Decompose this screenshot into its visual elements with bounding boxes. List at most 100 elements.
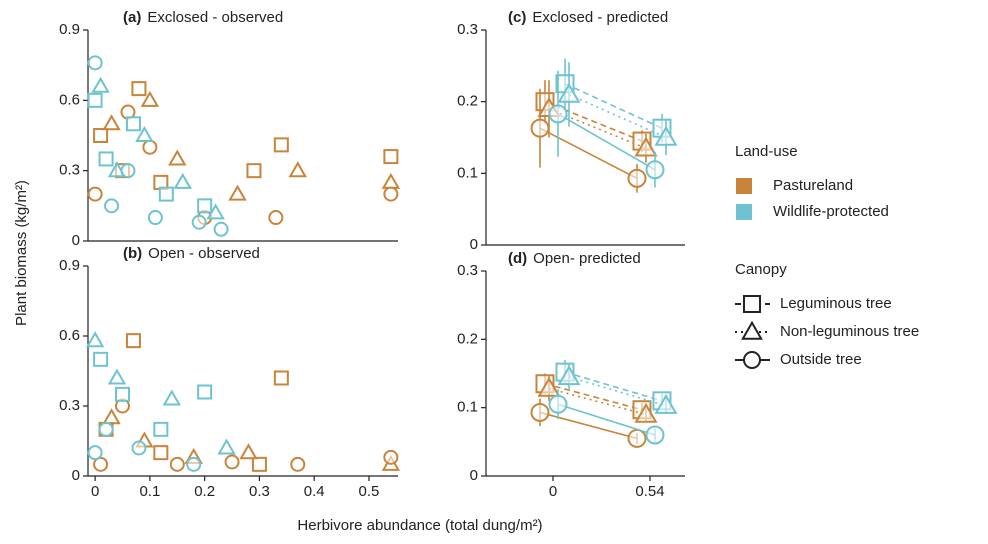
legend-swatch	[736, 178, 752, 194]
point	[87, 92, 103, 108]
legend-marker	[743, 351, 761, 369]
point	[548, 104, 568, 124]
point	[142, 139, 158, 155]
panel-letter: (c)	[508, 9, 526, 26]
point	[383, 186, 399, 202]
point	[93, 351, 109, 367]
x-tick-label: 0.3	[249, 483, 270, 500]
point	[383, 449, 399, 465]
point	[288, 161, 307, 178]
point	[537, 376, 561, 397]
point	[246, 163, 262, 179]
point	[627, 168, 647, 188]
y-tick-label: 0.3	[59, 162, 80, 179]
point	[634, 402, 658, 423]
trend-line	[564, 371, 663, 402]
legend-label: Non-leguminous tree	[780, 323, 919, 340]
point	[645, 160, 665, 180]
y-tick-label: 0	[470, 236, 478, 253]
point	[91, 76, 110, 93]
panel-name: Exclosed - predicted	[532, 9, 668, 26]
x-tick-label: 0.2	[194, 483, 215, 500]
panel-title: (d) Open- predicted	[508, 250, 641, 267]
trend-line	[568, 93, 667, 139]
y-tick-label: 0.6	[59, 327, 80, 344]
legend-label: Pastureland	[773, 177, 853, 194]
point	[93, 128, 109, 143]
point	[197, 384, 213, 400]
point	[224, 454, 240, 470]
point	[530, 402, 550, 422]
x-axis-label: Herbivore abundance (total dung/m²)	[297, 517, 542, 534]
panel-title: (b) Open - observed	[123, 245, 260, 262]
y-tick-label: 0.2	[457, 93, 478, 110]
point	[206, 203, 225, 220]
y-tick-label: 0.1	[457, 399, 478, 416]
point	[98, 421, 114, 437]
legend-label: Leguminous tree	[780, 295, 892, 312]
point	[251, 456, 267, 472]
trend-line	[557, 403, 656, 436]
point	[654, 125, 678, 146]
point	[135, 126, 154, 143]
panel-letter: (a)	[123, 9, 141, 26]
point	[557, 365, 581, 386]
y-tick-label: 0	[72, 232, 80, 249]
y-tick-label: 0.3	[457, 262, 478, 279]
panel-name: Exclosed - observed	[147, 9, 283, 26]
x-tick-label: 0	[91, 483, 99, 500]
legend-title: Canopy	[735, 261, 787, 278]
trend-line	[544, 100, 643, 142]
point	[197, 198, 213, 214]
point	[125, 116, 141, 132]
point	[153, 421, 169, 437]
point	[627, 428, 647, 448]
point	[186, 456, 202, 472]
point	[87, 55, 103, 71]
legend-marker	[741, 320, 763, 340]
trend-line	[568, 376, 667, 407]
panel-name: Open - observed	[148, 245, 260, 262]
trend-line	[539, 411, 638, 440]
point	[239, 443, 258, 460]
x-tick-label: 0.1	[139, 483, 160, 500]
point	[98, 151, 114, 167]
legend-marker	[743, 295, 761, 313]
point	[120, 163, 136, 179]
point	[131, 81, 147, 97]
point	[634, 136, 658, 157]
point	[530, 118, 550, 138]
point	[213, 221, 229, 237]
point	[158, 186, 174, 202]
point	[383, 149, 399, 165]
point	[162, 389, 182, 406]
y-tick-label: 0	[470, 467, 478, 484]
point	[228, 184, 247, 201]
panel-title: (a) Exclosed - observed	[123, 9, 283, 26]
point	[102, 408, 121, 425]
point	[87, 445, 103, 461]
x-tick-label: 0	[549, 483, 557, 500]
trend-line	[557, 113, 656, 171]
point	[87, 186, 103, 202]
y-tick-label: 0.3	[457, 21, 478, 38]
legend-label: Outside tree	[780, 351, 862, 368]
panel-name: Open- predicted	[533, 250, 641, 267]
point	[381, 172, 401, 189]
trend-line	[564, 83, 663, 129]
point	[290, 456, 306, 472]
legend-title: Land-use	[735, 143, 798, 160]
panel-letter: (b)	[123, 245, 142, 262]
y-tick-label: 0	[72, 467, 80, 484]
y-tick-label: 0.6	[59, 91, 80, 108]
point	[93, 456, 109, 472]
point	[273, 137, 289, 153]
trend-line	[539, 127, 638, 180]
panel-letter: (d)	[508, 250, 527, 267]
point	[104, 198, 120, 214]
y-tick-label: 0.9	[59, 21, 80, 38]
point	[173, 172, 192, 189]
point	[217, 438, 236, 455]
